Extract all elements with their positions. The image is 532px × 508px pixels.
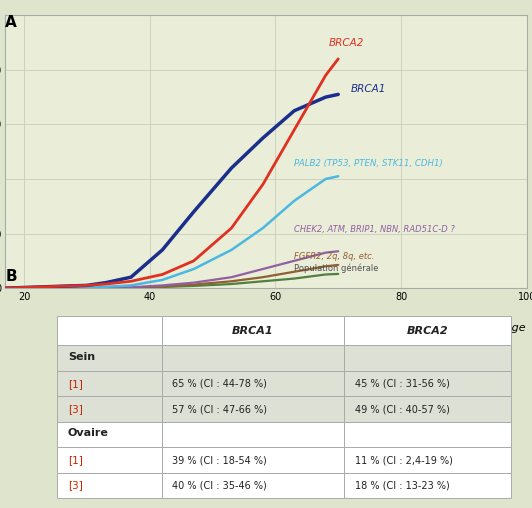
Bar bbox=[344, 422, 511, 447]
Text: BRCA2: BRCA2 bbox=[329, 38, 364, 48]
Bar bbox=[344, 473, 511, 498]
Text: BRCA1: BRCA1 bbox=[351, 84, 386, 94]
Bar bbox=[344, 345, 511, 371]
Bar bbox=[57, 371, 162, 396]
Bar bbox=[162, 396, 344, 422]
Bar bbox=[162, 345, 344, 371]
Text: FGFR2, 2q, 8q, etc.: FGFR2, 2q, 8q, etc. bbox=[294, 252, 375, 261]
Bar bbox=[162, 371, 344, 396]
Bar bbox=[57, 345, 162, 371]
Text: 18 % (CI : 13-23 %): 18 % (CI : 13-23 %) bbox=[355, 481, 450, 491]
Text: PALB2 (TP53, PTEN, STK11, CDH1): PALB2 (TP53, PTEN, STK11, CDH1) bbox=[294, 159, 443, 168]
Bar bbox=[344, 316, 511, 345]
Text: BRCA1: BRCA1 bbox=[232, 326, 274, 336]
Bar bbox=[344, 371, 511, 396]
Text: Âge: Âge bbox=[505, 321, 527, 333]
Text: 45 % (CI : 31-56 %): 45 % (CI : 31-56 %) bbox=[355, 378, 450, 389]
Text: 57 % (CI : 47-66 %): 57 % (CI : 47-66 %) bbox=[172, 404, 267, 414]
Bar bbox=[162, 422, 344, 447]
Bar bbox=[344, 396, 511, 422]
Text: [1]: [1] bbox=[68, 455, 83, 465]
Text: Sein: Sein bbox=[68, 352, 95, 362]
Text: 49 % (CI : 40-57 %): 49 % (CI : 40-57 %) bbox=[355, 404, 450, 414]
Text: Ovaire: Ovaire bbox=[68, 428, 109, 438]
Text: [3]: [3] bbox=[68, 481, 83, 491]
Text: [1]: [1] bbox=[68, 378, 83, 389]
Text: [3]: [3] bbox=[68, 404, 83, 414]
Bar bbox=[57, 422, 162, 447]
Bar bbox=[57, 473, 162, 498]
Bar bbox=[57, 316, 162, 345]
Bar bbox=[57, 447, 162, 473]
Bar bbox=[162, 447, 344, 473]
Text: 11 % (CI : 2,4-19 %): 11 % (CI : 2,4-19 %) bbox=[355, 455, 453, 465]
Text: BRCA2: BRCA2 bbox=[407, 326, 448, 336]
Bar bbox=[162, 316, 344, 345]
Text: Population générale: Population générale bbox=[294, 264, 379, 273]
Bar bbox=[344, 447, 511, 473]
Text: 39 % (CI : 18-54 %): 39 % (CI : 18-54 %) bbox=[172, 455, 267, 465]
Bar bbox=[57, 396, 162, 422]
Text: 40 % (CI : 35-46 %): 40 % (CI : 35-46 %) bbox=[172, 481, 267, 491]
Text: CHEK2, ATM, BRIP1, NBN, RAD51C-D ?: CHEK2, ATM, BRIP1, NBN, RAD51C-D ? bbox=[294, 225, 455, 234]
Bar bbox=[162, 473, 344, 498]
Text: 65 % (CI : 44-78 %): 65 % (CI : 44-78 %) bbox=[172, 378, 267, 389]
Text: A: A bbox=[5, 15, 17, 30]
Text: B: B bbox=[5, 269, 17, 284]
